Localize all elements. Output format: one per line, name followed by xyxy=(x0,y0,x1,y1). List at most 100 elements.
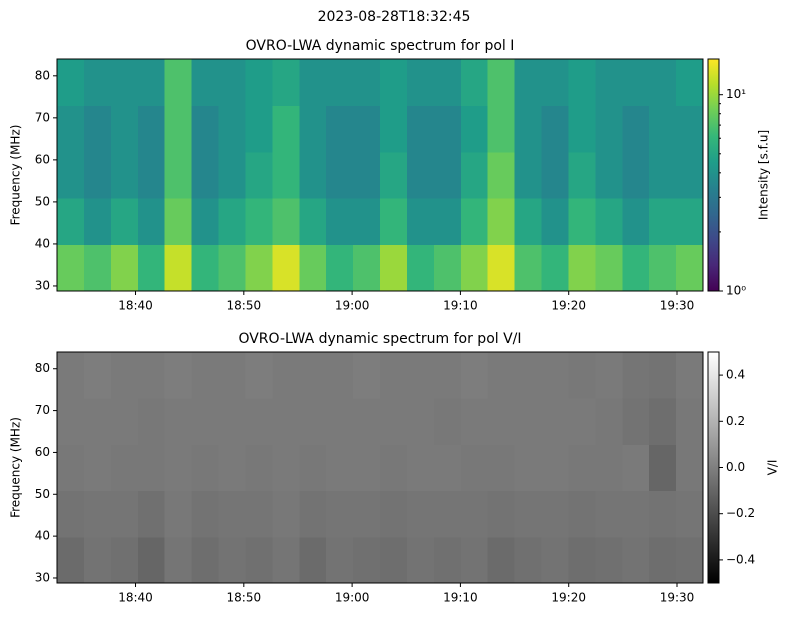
heatmap-cell xyxy=(218,398,246,445)
heatmap-cell xyxy=(487,59,516,106)
heatmap-cell xyxy=(326,536,354,584)
heatmap-cell xyxy=(326,444,354,492)
heatmap-cell xyxy=(137,398,166,445)
heatmap-cell xyxy=(272,151,300,199)
figure-title: 2023-08-28T18:32:45 xyxy=(318,9,471,25)
heatmap-cell xyxy=(541,490,569,538)
heatmap-cell xyxy=(649,398,677,445)
heatmap-cell xyxy=(164,244,193,292)
heatmap-cell xyxy=(649,105,677,153)
heatmap-cell xyxy=(191,398,219,445)
heatmap-cell xyxy=(568,490,596,538)
heatmap-cell xyxy=(137,444,166,492)
colorbar xyxy=(707,58,720,292)
heatmap-cell xyxy=(514,244,542,292)
heatmap-cell xyxy=(299,352,327,399)
heatmap-cell xyxy=(164,352,193,399)
heatmap-cell xyxy=(110,105,139,153)
heatmap-cell xyxy=(487,105,516,153)
x-tick-label: 19:10 xyxy=(443,299,478,313)
y-tick-label: 40 xyxy=(35,236,50,250)
heatmap-cell xyxy=(380,398,408,445)
heatmap-cell xyxy=(326,244,354,292)
heatmap-cell xyxy=(460,536,489,584)
heatmap-cell xyxy=(568,444,596,492)
y-tick-label: 30 xyxy=(35,278,50,292)
x-tick-label: 19:10 xyxy=(443,591,478,605)
y-tick-label: 70 xyxy=(35,110,50,124)
heatmap-cell xyxy=(568,105,596,153)
colorbar-tick-label: 10⁰ xyxy=(726,284,746,298)
heatmap-cell xyxy=(110,444,139,492)
heatmap-cell xyxy=(460,105,489,153)
heatmap-cell xyxy=(406,151,435,199)
heatmap-cell xyxy=(57,244,85,292)
heatmap-cell xyxy=(164,536,193,584)
heatmap-cell xyxy=(57,490,85,538)
y-axis-label: Frequency (MHz) xyxy=(9,125,23,226)
heatmap-cell xyxy=(460,490,489,538)
heatmap-cell xyxy=(137,352,166,399)
x-tick-label: 18:40 xyxy=(118,299,153,313)
heatmap-cell xyxy=(110,490,139,538)
heatmap-cell xyxy=(137,244,166,292)
heatmap-cell xyxy=(137,490,166,538)
heatmap-cell xyxy=(164,151,193,199)
heatmap-cell xyxy=(218,444,246,492)
heatmap-cell xyxy=(433,490,462,538)
heatmap-cell xyxy=(514,59,542,106)
heatmap-cell xyxy=(487,151,516,199)
heatmap-cell xyxy=(676,105,704,153)
x-tick-label: 19:20 xyxy=(551,591,586,605)
heatmap-cell xyxy=(676,490,704,538)
heatmap-cell xyxy=(406,105,435,153)
heatmap-cell xyxy=(57,151,85,199)
heatmap-cell xyxy=(245,105,273,153)
heatmap-cell xyxy=(57,536,85,584)
colorbar-tick-label: 10¹ xyxy=(726,87,746,101)
heatmap-cell xyxy=(57,444,85,492)
heatmap-cell xyxy=(245,198,273,246)
x-tick-label: 19:00 xyxy=(335,299,370,313)
heatmap-cell xyxy=(514,536,542,584)
heatmap-cell xyxy=(622,198,650,246)
heatmap-cell xyxy=(110,536,139,584)
heatmap-cell xyxy=(406,490,435,538)
heatmap-cell xyxy=(406,198,435,246)
heatmap-cell xyxy=(245,352,273,399)
y-tick-label: 80 xyxy=(35,361,50,375)
heatmap-cell xyxy=(272,244,300,292)
heatmap-cell xyxy=(487,398,516,445)
heatmap-cell xyxy=(83,105,112,153)
heatmap-cell xyxy=(272,444,300,492)
heatmap-cell xyxy=(649,151,677,199)
heatmap-cell xyxy=(137,536,166,584)
heatmap-cell xyxy=(622,151,650,199)
colorbar-tick-label: −0.4 xyxy=(726,552,755,566)
heatmap-cell xyxy=(83,59,112,106)
heatmap-cell xyxy=(191,198,219,246)
heatmap-cell xyxy=(299,198,327,246)
heatmap-cell xyxy=(514,151,542,199)
heatmap-cell xyxy=(353,244,381,292)
heatmap-cell xyxy=(164,398,193,445)
heatmap-cell xyxy=(676,151,704,199)
heatmap-cell xyxy=(649,59,677,106)
heatmap-cell xyxy=(622,444,650,492)
heatmap-cell xyxy=(487,244,516,292)
x-tick-label: 18:50 xyxy=(227,591,262,605)
heatmap-cell xyxy=(460,398,489,445)
heatmap-cell xyxy=(353,198,381,246)
heatmap-cell xyxy=(568,59,596,106)
heatmap-cell xyxy=(406,244,435,292)
heatmap-cell xyxy=(676,536,704,584)
x-tick-label: 18:40 xyxy=(118,591,153,605)
heatmap-cell xyxy=(299,244,327,292)
heatmap-cell xyxy=(83,536,112,584)
heatmap-cell xyxy=(272,105,300,153)
heatmap-cell xyxy=(622,59,650,106)
heatmap-cell xyxy=(326,352,354,399)
heatmap-cell xyxy=(353,352,381,399)
heatmap-cell xyxy=(299,444,327,492)
heatmap-cell xyxy=(353,536,381,584)
